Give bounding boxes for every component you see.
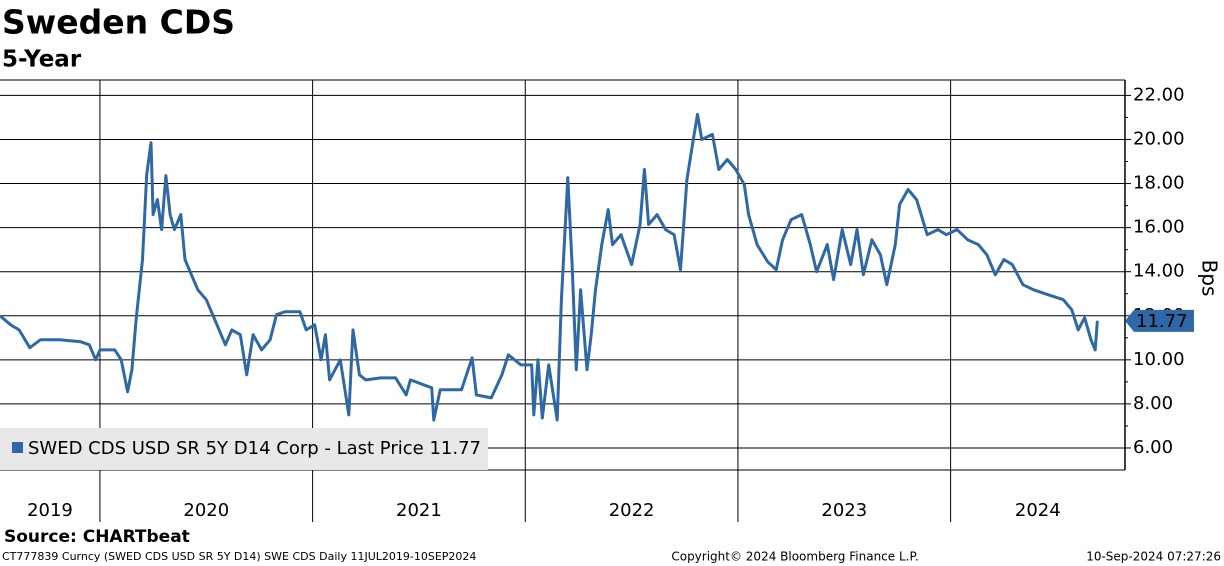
y-tick-label: 16.00 bbox=[1133, 217, 1185, 238]
y-tick-label: 18.00 bbox=[1133, 173, 1185, 194]
footer-center: Copyright© 2024 Bloomberg Finance L.P. bbox=[671, 550, 918, 564]
x-tick-label: 2019 bbox=[27, 500, 73, 521]
y-tick-label: 20.00 bbox=[1133, 128, 1185, 149]
source: Source: CHARTbeat bbox=[4, 527, 190, 547]
footer-right: 10-Sep-2024 07:27:26 bbox=[1086, 550, 1221, 564]
y-tick-label: 6.00 bbox=[1133, 437, 1173, 458]
x-tick-label: 2022 bbox=[609, 500, 655, 521]
x-tick-label: 2021 bbox=[396, 500, 442, 521]
x-tick-label: 2024 bbox=[1015, 500, 1061, 521]
legend-label: SWED CDS USD SR 5Y D14 Corp - Last Price… bbox=[28, 438, 481, 459]
footer-left: CT777839 Curncy (SWED CDS USD SR 5Y D14)… bbox=[2, 550, 476, 563]
legend-swatch bbox=[12, 442, 23, 453]
last-price-tag bbox=[1125, 309, 1194, 332]
legend-box bbox=[0, 428, 488, 470]
y-tick-label: 22.00 bbox=[1133, 84, 1185, 105]
last-price-label: 11.77 bbox=[1136, 311, 1188, 332]
y-tick-label: 14.00 bbox=[1133, 261, 1185, 282]
chart-title: Sweden CDS bbox=[2, 3, 235, 42]
x-tick-label: 2023 bbox=[821, 500, 867, 521]
series-line bbox=[0, 112, 1099, 422]
y-tick-label: 10.00 bbox=[1133, 349, 1185, 370]
y-axis-label: Bps bbox=[1198, 260, 1222, 297]
chart-subtitle: 5-Year bbox=[2, 47, 82, 73]
y-tick-label: 8.00 bbox=[1133, 393, 1173, 414]
x-tick-label: 2020 bbox=[183, 500, 229, 521]
